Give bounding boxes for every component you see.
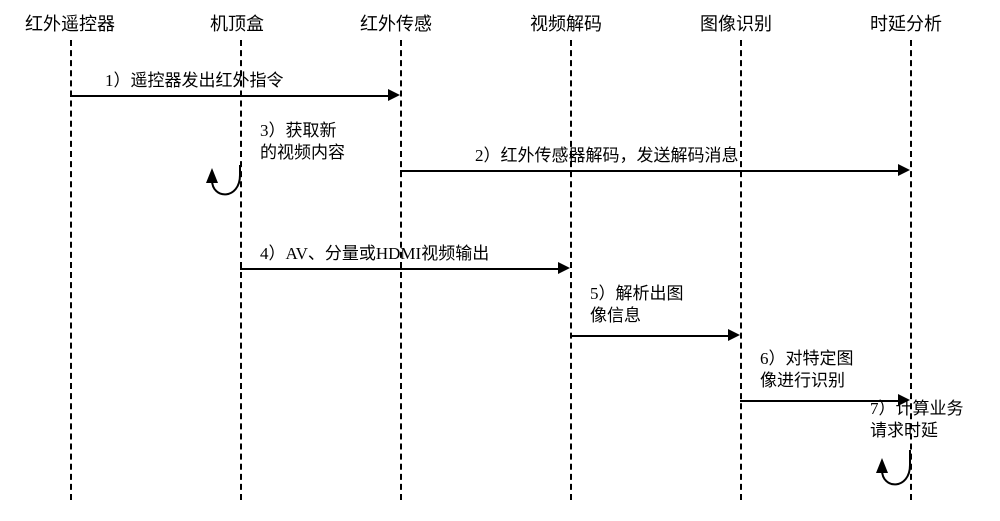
lifeline-ir-sensor	[400, 40, 402, 500]
participant-delay-analysis: 时延分析	[870, 10, 942, 36]
message-2-arrow	[400, 170, 900, 172]
participant-stb: 机顶盒	[210, 10, 264, 36]
participant-video-decode: 视频解码	[530, 10, 602, 36]
participant-ir-remote: 红外遥控器	[25, 10, 115, 36]
lifeline-video-decode	[570, 40, 572, 500]
message-6-label: 6）对特定图 像进行识别	[760, 348, 854, 392]
message-5-arrow	[570, 335, 730, 337]
lifeline-ir-remote	[70, 40, 72, 500]
lifeline-stb	[240, 40, 242, 500]
message-1-arrow	[70, 95, 390, 97]
message-4-arrow	[240, 268, 560, 270]
message-5-label: 5）解析出图 像信息	[590, 283, 684, 327]
participant-ir-sensor: 红外传感	[360, 10, 432, 36]
message-2-arrowhead	[898, 164, 910, 176]
message-3-label: 3）获取新 的视频内容	[260, 120, 345, 164]
lifeline-image-recog	[740, 40, 742, 500]
participant-image-recog: 图像识别	[700, 10, 772, 36]
message-7-loop	[870, 450, 930, 500]
message-1-arrowhead	[388, 89, 400, 101]
message-3-loop	[200, 165, 260, 210]
message-5-arrowhead	[728, 329, 740, 341]
message-7-label: 7）计算业务 请求时延	[870, 398, 964, 442]
message-4-arrowhead	[558, 262, 570, 274]
message-1-label: 1）遥控器发出红外指令	[105, 70, 284, 92]
message-4-label: 4）AV、分量或HDMI视频输出	[260, 243, 489, 265]
message-2-label: 2）红外传感器解码，发送解码消息	[475, 145, 739, 167]
